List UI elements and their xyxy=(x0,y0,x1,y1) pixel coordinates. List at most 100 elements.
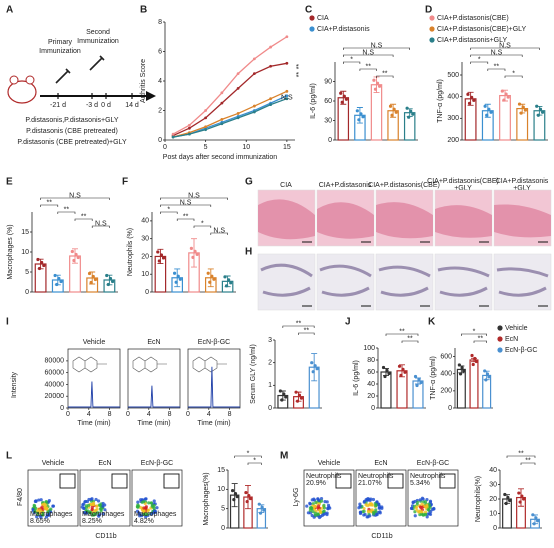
significance: ** xyxy=(81,213,87,220)
event xyxy=(90,513,95,517)
significance: ** xyxy=(525,457,531,464)
significance: N.S xyxy=(371,42,383,49)
event xyxy=(372,512,376,516)
point xyxy=(252,57,256,61)
legend-swatch xyxy=(497,325,503,331)
data-dot xyxy=(409,109,413,113)
y-tick-label: 0 xyxy=(328,137,332,144)
event xyxy=(305,504,309,508)
data-dot xyxy=(518,500,522,504)
x-tick-label: 8 xyxy=(168,411,172,418)
gate-label: Macrophages xyxy=(134,511,177,518)
x-tick-label: 4 xyxy=(147,411,151,418)
data-dot xyxy=(467,101,472,105)
event xyxy=(362,506,366,511)
event xyxy=(423,500,428,504)
point xyxy=(171,135,175,139)
event xyxy=(429,510,433,514)
data-dot xyxy=(189,246,193,250)
y-tick-label: 80 xyxy=(367,357,375,364)
bracket xyxy=(359,68,377,71)
event xyxy=(427,503,431,507)
bracket xyxy=(461,333,487,336)
y-tick-label: 2 xyxy=(268,360,272,367)
event xyxy=(369,503,373,507)
panel-letter: I xyxy=(6,317,9,328)
gate xyxy=(387,473,404,489)
event xyxy=(89,497,93,502)
sample-title: EcN-β-GC xyxy=(141,460,173,467)
event xyxy=(419,506,423,510)
data-dot xyxy=(405,106,409,110)
y-tick-label: 200 xyxy=(447,137,459,144)
bracket xyxy=(91,225,110,228)
y-axis-label: TNF-α (pg/ml) xyxy=(437,79,444,123)
data-dot xyxy=(487,107,491,111)
event xyxy=(368,514,372,518)
x-tick-label: 0 xyxy=(66,411,70,418)
data-dot xyxy=(299,396,304,400)
data-dot xyxy=(110,279,115,284)
data-dot xyxy=(70,249,74,254)
y-tick-label: 2 xyxy=(158,107,162,114)
data-dot xyxy=(372,78,376,82)
data-dot xyxy=(53,273,57,278)
bracket xyxy=(504,75,523,78)
data-dot xyxy=(258,511,263,515)
event xyxy=(364,503,368,507)
significance: * xyxy=(167,206,170,213)
group-label: P.distasonis (CBE pretreated) xyxy=(26,128,118,135)
data-dot xyxy=(206,271,210,275)
y-tick-label: 10 xyxy=(141,271,149,278)
gate-label: Neutrophils xyxy=(306,473,342,480)
x-tick-label: 4 xyxy=(87,411,91,418)
point xyxy=(236,112,240,115)
data-dot xyxy=(506,495,510,500)
event xyxy=(316,504,321,508)
bracket xyxy=(234,455,262,458)
event xyxy=(47,513,51,517)
event xyxy=(144,515,148,519)
day-label: -3 d xyxy=(86,102,98,109)
data-dot xyxy=(540,110,545,114)
tissue xyxy=(494,204,551,238)
x-tick-label: 8 xyxy=(108,411,112,418)
peak xyxy=(128,385,180,408)
x-axis-label: CD11b xyxy=(371,533,392,540)
event xyxy=(144,497,148,501)
bracket xyxy=(193,225,212,228)
x-axis-label: Post days after second immunization xyxy=(163,154,277,161)
bar xyxy=(469,359,479,409)
data-dot xyxy=(517,491,521,495)
data-dot xyxy=(523,108,527,112)
event xyxy=(414,506,418,510)
event xyxy=(318,508,322,512)
event xyxy=(135,509,140,513)
significance: ** xyxy=(365,63,371,70)
data-dot xyxy=(521,105,525,109)
bracket xyxy=(40,204,59,207)
y-tick-label: 40000 xyxy=(45,381,65,388)
event xyxy=(310,498,314,502)
event xyxy=(35,515,39,519)
data-dot xyxy=(278,389,283,393)
significance: ** xyxy=(494,63,500,70)
data-dot xyxy=(504,501,508,506)
point xyxy=(220,101,224,105)
y-tick-label: 5 xyxy=(221,506,225,513)
data-dot xyxy=(472,98,476,102)
significance: N.S xyxy=(362,49,374,56)
y-tick-label: 300 xyxy=(447,115,459,122)
event xyxy=(93,509,97,513)
y-tick-label: 60000 xyxy=(45,370,65,377)
gate-percent: 5.34% xyxy=(410,480,430,487)
data-dot xyxy=(284,395,288,399)
panel-letter: L xyxy=(6,451,12,462)
y-tick-label: 0 xyxy=(158,137,162,144)
significance: N.S xyxy=(180,199,192,206)
bracket xyxy=(282,325,315,328)
panel-letter: A xyxy=(6,5,13,16)
bracket xyxy=(57,211,76,214)
y-tick-label: 0 xyxy=(493,525,497,532)
